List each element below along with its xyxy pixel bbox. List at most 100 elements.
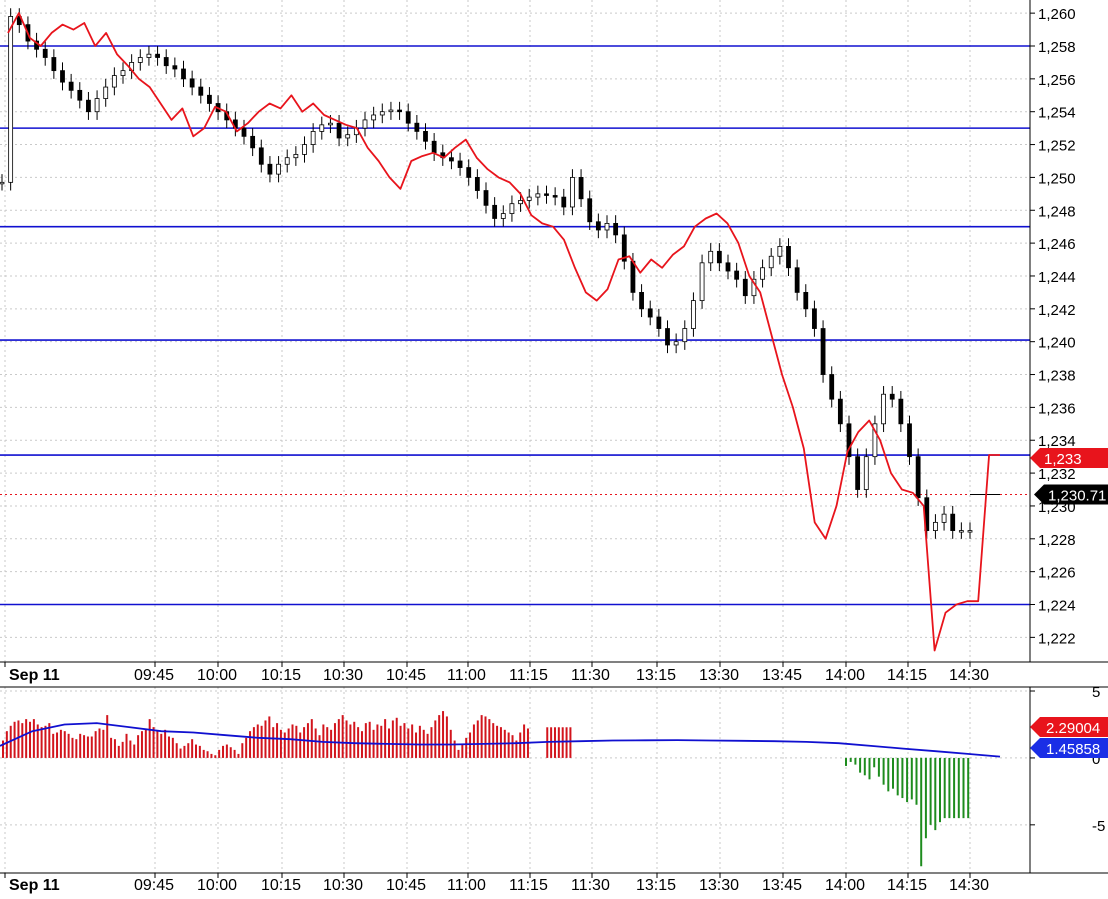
candle-body bbox=[103, 86, 109, 99]
indicator-time-tick-label: 11:30 bbox=[571, 877, 610, 894]
price-tick-label: 1,236 bbox=[1038, 400, 1076, 417]
candle-body bbox=[258, 147, 264, 165]
candle-body bbox=[120, 70, 126, 76]
candle-body bbox=[829, 374, 835, 400]
price-tick-label: 1,222 bbox=[1038, 630, 1076, 647]
indicator-time-tick-label: 10:15 bbox=[261, 877, 301, 894]
candle-body bbox=[846, 423, 852, 458]
candle-body bbox=[172, 65, 178, 70]
candle-body bbox=[388, 109, 394, 113]
red-line-series bbox=[7, 12, 1000, 652]
price-candles bbox=[0, 8, 1000, 539]
value-label-tag bbox=[1030, 738, 1108, 758]
candle-body bbox=[483, 190, 489, 206]
candle-body bbox=[379, 111, 385, 116]
candle-body bbox=[457, 160, 463, 168]
price-label-text: 1,230.71 bbox=[1048, 487, 1106, 504]
candle-body bbox=[362, 119, 368, 129]
candle-body bbox=[639, 291, 644, 310]
candle-body bbox=[319, 124, 325, 132]
price-tick-label: 1,224 bbox=[1038, 598, 1076, 615]
candle-body bbox=[77, 89, 83, 101]
candle-body bbox=[86, 99, 91, 113]
candle-body bbox=[967, 530, 973, 533]
candle-body bbox=[958, 530, 964, 533]
candle-body bbox=[863, 456, 869, 490]
candle-body bbox=[449, 157, 454, 162]
price-tick-label: 1,240 bbox=[1038, 335, 1076, 352]
candle-body bbox=[500, 213, 506, 219]
candle-body bbox=[595, 221, 601, 231]
candle-body bbox=[518, 200, 523, 205]
candle-body bbox=[431, 140, 437, 154]
indicator-time-tick-label: 11:00 bbox=[447, 877, 486, 894]
candle-body bbox=[60, 70, 65, 83]
candle-body bbox=[207, 94, 212, 104]
candle-body bbox=[492, 204, 498, 219]
candle-body bbox=[414, 122, 420, 132]
indicator-time-tick-label: 09:45 bbox=[134, 877, 174, 894]
candle-body bbox=[768, 255, 774, 269]
candle-body bbox=[302, 144, 307, 155]
candle-body bbox=[155, 53, 160, 58]
price-time-tick-label: 13:30 bbox=[699, 667, 739, 684]
price-time-tick-label: 10:15 bbox=[261, 667, 301, 684]
candle-body bbox=[328, 122, 333, 126]
horizontal-level-lines bbox=[0, 45, 1030, 606]
indicator-time-tick-label: 13:30 bbox=[699, 877, 739, 894]
price-tick-label: 1,228 bbox=[1038, 532, 1076, 549]
candle-body bbox=[933, 521, 938, 531]
price-label-tag bbox=[1030, 448, 1108, 469]
candle-body bbox=[284, 157, 290, 165]
candle-body bbox=[604, 223, 610, 231]
candle-body bbox=[0, 181, 5, 185]
candle-body bbox=[673, 341, 679, 346]
price-tick-label: 1,248 bbox=[1038, 203, 1076, 220]
candle-body bbox=[941, 513, 947, 523]
candle-body bbox=[837, 398, 843, 425]
price-tick-label: 1,258 bbox=[1038, 39, 1076, 56]
price-time-tick-label: 10:00 bbox=[197, 667, 237, 684]
indicator-tick-label: 0 bbox=[1092, 751, 1100, 768]
indicator-tick-label: -5 bbox=[1092, 818, 1105, 835]
candle-body bbox=[881, 393, 886, 425]
indicator-line-path bbox=[0, 722, 1001, 758]
candle-body bbox=[561, 196, 567, 208]
candle-body bbox=[621, 234, 627, 262]
price-label-tag bbox=[1034, 484, 1108, 505]
price-labels: 1,233 1,230.71 bbox=[1030, 448, 1108, 505]
indicator-time-tick-label: 10:30 bbox=[323, 877, 363, 894]
value-label-text: 2.29004 bbox=[1046, 720, 1100, 737]
candle-body bbox=[405, 111, 411, 124]
indicator-time-tick-label: 10:45 bbox=[386, 877, 426, 894]
candle-body bbox=[872, 423, 878, 458]
price-tick-label: 1,254 bbox=[1038, 105, 1076, 122]
candle-body bbox=[310, 131, 316, 145]
candle-body bbox=[51, 57, 57, 72]
value-label-tag bbox=[1030, 717, 1108, 737]
candle-body bbox=[94, 98, 100, 113]
price-time-tick-label: 14:30 bbox=[949, 667, 989, 684]
indicator-axis: 5 0 -5 bbox=[1029, 684, 1105, 873]
candle-body bbox=[613, 223, 619, 236]
price-time-tick-label: 10:45 bbox=[386, 667, 426, 684]
indicator-time-tick-label: Sep 11 bbox=[9, 877, 60, 894]
candle-body bbox=[889, 393, 895, 400]
indicator-value-labels: 2.29004 1.45858 bbox=[1030, 717, 1108, 758]
candle-body bbox=[42, 48, 48, 58]
candle-body bbox=[336, 122, 342, 139]
value-label-text: 1.45858 bbox=[1046, 741, 1100, 758]
red-line-path bbox=[7, 12, 1000, 652]
price-tick-label: 1,256 bbox=[1038, 72, 1076, 89]
price-time-tick-label: Sep 11 bbox=[9, 667, 60, 684]
indicator-time-axis: Sep 11 09:45 10:00 10:15 10:30 10:45 11:00 11:1… bbox=[0, 872, 1108, 894]
candle-body bbox=[907, 423, 912, 458]
price-tick-label: 1,252 bbox=[1038, 138, 1076, 155]
candle-body bbox=[423, 131, 428, 142]
indicator-time-tick-label: 13:45 bbox=[762, 877, 802, 894]
candle-body bbox=[734, 270, 740, 280]
price-time-tick-label: 11:30 bbox=[571, 667, 610, 684]
candle-body bbox=[345, 134, 351, 139]
candle-body bbox=[725, 262, 731, 272]
